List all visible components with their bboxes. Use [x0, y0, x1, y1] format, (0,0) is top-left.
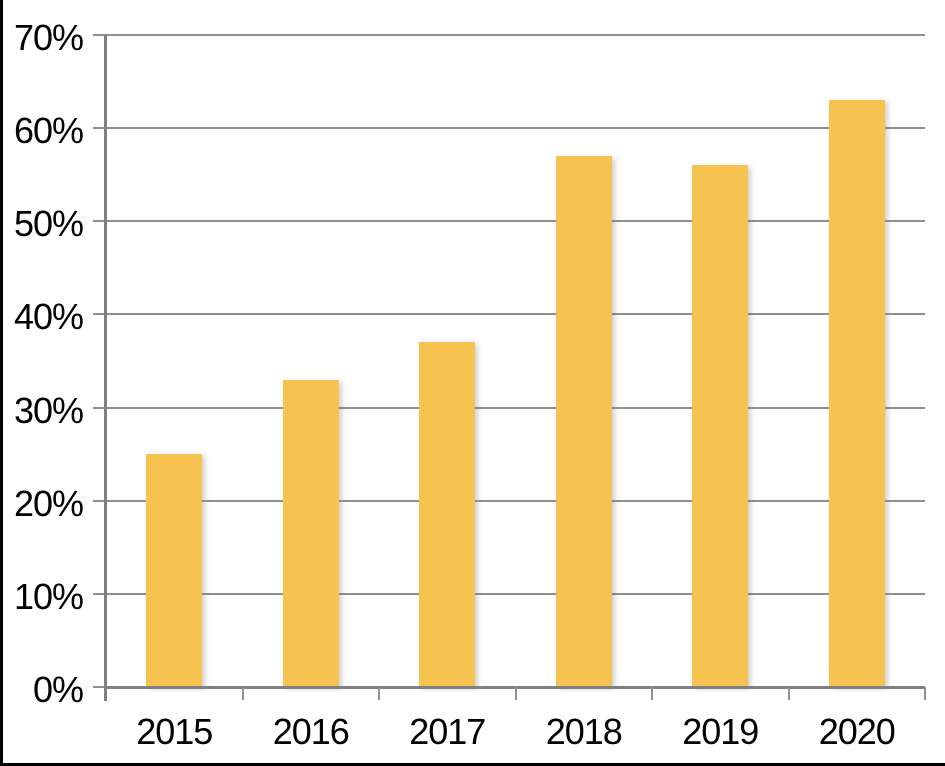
y-axis-tick-label: 60%	[13, 110, 84, 152]
y-axis-line	[104, 35, 107, 701]
y-gridline	[106, 499, 925, 502]
bar-2017	[419, 342, 476, 687]
bar-2019	[692, 165, 749, 687]
y-axis-tick	[93, 499, 106, 502]
x-axis-label-2020: 2020	[818, 711, 896, 752]
y-gridline	[106, 220, 925, 223]
y-axis-tick	[93, 127, 106, 130]
x-axis-tick	[651, 687, 653, 700]
bar-2016	[282, 379, 339, 687]
y-gridline	[106, 127, 925, 130]
y-gridline	[106, 592, 925, 595]
y-gridline	[106, 406, 925, 409]
y-axis-tick-label: 20%	[13, 482, 84, 524]
x-axis-tick	[787, 687, 790, 700]
bar-2020	[828, 100, 885, 687]
bar-2018	[555, 156, 612, 687]
y-axis-tick-label: 30%	[13, 389, 84, 431]
x-axis-tick	[241, 687, 244, 700]
y-axis-tick-label: 10%	[13, 575, 84, 617]
y-axis-tick	[93, 34, 106, 36]
y-axis-tick	[93, 406, 106, 409]
x-axis-label-2018: 2018	[545, 711, 623, 752]
x-axis-label-2017: 2017	[409, 711, 486, 752]
y-axis-tick	[93, 313, 106, 316]
y-axis-tick-label: 70%	[13, 17, 84, 58]
y-gridline	[106, 34, 925, 36]
y-axis-tick	[93, 686, 106, 688]
x-axis-label-2019: 2019	[682, 711, 759, 752]
y-axis-tick	[93, 592, 106, 595]
x-axis-tick	[924, 687, 926, 700]
y-axis-tick-label: 40%	[13, 296, 84, 338]
x-axis-label-2015: 2015	[136, 711, 213, 752]
y-gridline	[106, 313, 925, 316]
x-axis-label-2016: 2016	[272, 711, 350, 752]
x-axis-tick	[378, 687, 380, 700]
y-axis-tick-label: 50%	[13, 203, 84, 245]
bar-2015	[146, 454, 203, 687]
y-axis-tick	[93, 220, 106, 223]
y-axis-tick-label: 0%	[32, 669, 84, 710]
x-axis-tick	[514, 687, 517, 700]
